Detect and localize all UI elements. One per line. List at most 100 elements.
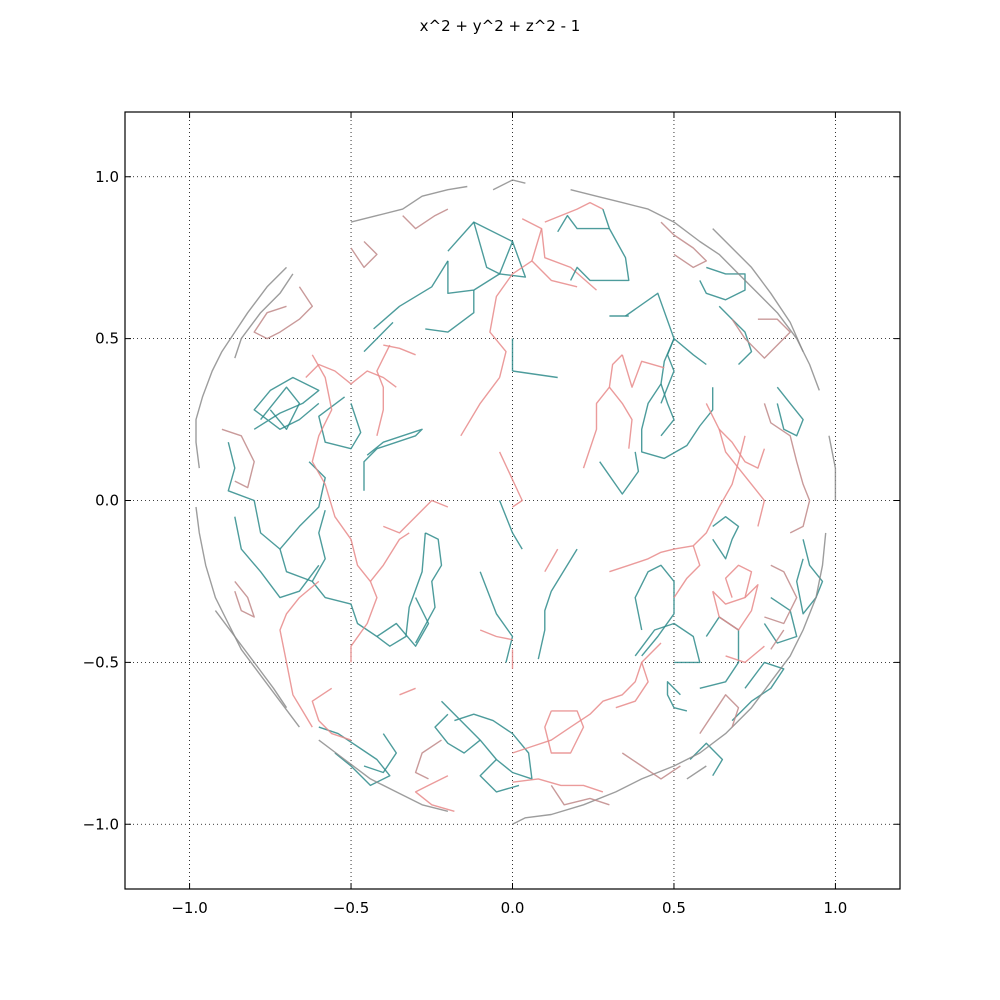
tick-layer: −1.0 −0.5 0.0 0.5 1.0 −1.0 −0.5 0.0 0.5 1.0 [83, 112, 900, 917]
mesh-segment-teal [625, 292, 707, 366]
mesh-segment-teal [363, 733, 397, 774]
mesh-segment-salmon [615, 662, 649, 709]
mesh-segment-salmon [414, 775, 455, 812]
x-tick-label: 0.5 [662, 899, 686, 917]
mesh-segment-gray [492, 179, 526, 191]
mesh-segment-rose [350, 241, 378, 269]
mesh-segment-rose [234, 580, 255, 618]
y-tick-label: 0.5 [95, 330, 119, 348]
mesh-segment-teal [414, 532, 443, 644]
mesh-segment-teal [666, 681, 688, 712]
mesh-segment-teal [363, 428, 423, 491]
chart-title: x^2 + y^2 + z^2 - 1 [419, 17, 581, 35]
mesh-segment-teal [537, 548, 578, 660]
mesh-segment-rose [253, 286, 313, 340]
mesh-segment-salmon [544, 548, 559, 573]
mesh-segment-salmon [383, 499, 449, 534]
mesh-segment-rose [402, 208, 449, 230]
mesh-segment-teal [634, 622, 701, 664]
mesh-segment-teal [718, 305, 753, 365]
mesh-segment-teal [512, 370, 558, 379]
mesh-segment-teal [634, 564, 675, 657]
mesh-segment-teal [318, 726, 391, 787]
mesh-segment-gray [234, 273, 294, 359]
mesh-segment-salmon [718, 428, 766, 469]
mesh-segment-salmon [383, 344, 416, 356]
mesh-segment-rose [414, 739, 442, 780]
mesh-segment-salmon [498, 451, 523, 508]
mesh-segment-salmon [311, 687, 352, 741]
mesh-segment-salmon [376, 344, 391, 436]
mesh-segment-teal [253, 376, 320, 430]
mesh-segment-teal [479, 759, 520, 793]
mesh-segment-rose [699, 694, 740, 734]
mesh-segment-salmon [725, 645, 765, 664]
mesh-segment-salmon [705, 403, 766, 527]
mesh-segment-salmon [724, 564, 753, 598]
mesh-segment-rose [731, 318, 791, 359]
mesh-segment-salmon [621, 354, 665, 388]
mesh-segment-teal [447, 221, 527, 294]
mesh-segment-teal [796, 539, 824, 615]
y-tick-label: −1.0 [83, 815, 119, 833]
mesh-segment-gray [214, 610, 288, 709]
mesh-segment-teal [776, 386, 804, 437]
mesh-segment-salmon [279, 580, 320, 728]
mesh-segment-gray [828, 435, 837, 501]
mesh-segment-teal [557, 214, 610, 233]
mesh-segment-gray [350, 185, 468, 223]
x-tick-label: 0.0 [501, 899, 525, 917]
mesh-segment-teal [260, 386, 301, 430]
mesh-segment-gray [512, 532, 827, 825]
mesh-segment-salmon [305, 363, 397, 388]
mesh-segment-teal [498, 500, 523, 550]
mesh-segment-teal [660, 338, 675, 404]
mesh-segment-teal [376, 597, 430, 647]
x-tick-label: 1.0 [823, 899, 847, 917]
mesh-segment-salmon [609, 435, 746, 573]
x-tick-label: −0.5 [333, 899, 369, 917]
mesh-segment-teal [712, 516, 740, 560]
mesh-segment-teal [434, 713, 481, 754]
mesh-segment-salmon [544, 710, 585, 754]
mesh-segment-gray [712, 228, 804, 352]
mesh-segment-teal [279, 510, 326, 583]
mesh-segment-rose [621, 752, 681, 780]
mesh-segment-salmon [531, 228, 578, 288]
mesh-segment-teal [731, 661, 785, 722]
mesh-segment-rose [221, 428, 255, 489]
mesh-segment-rose [763, 403, 811, 534]
mesh-segment-salmon [673, 545, 701, 598]
mesh-segment-teal [699, 266, 746, 301]
mesh-segment-teal [311, 532, 426, 647]
mesh-segment-teal [373, 260, 449, 330]
y-tick-label: −0.5 [83, 653, 119, 671]
mesh-segment-salmon [512, 778, 604, 793]
mesh-segment-salmon [324, 484, 378, 663]
mesh-segment-salmon [544, 201, 604, 223]
mesh-segment-teal [699, 616, 740, 689]
mesh-segment-salmon [712, 584, 759, 631]
mesh-segment-teal [227, 442, 326, 550]
mesh-segment-gray [570, 189, 820, 391]
mesh-segment-salmon [369, 532, 410, 582]
mesh-segment-salmon [399, 687, 416, 696]
mesh-segment-salmon [582, 354, 623, 469]
mesh-segment-gray [195, 266, 287, 469]
mesh-segment-salmon [512, 642, 662, 754]
mesh-segment-teal [763, 597, 798, 644]
mesh-segment-rose [660, 221, 707, 269]
mesh-segment-salmon [460, 377, 501, 437]
mesh-segment-rose [770, 629, 785, 650]
mesh-segment-salmon [311, 354, 333, 485]
mesh-layer [195, 179, 837, 825]
mesh-segment-gray [318, 739, 449, 812]
mesh-segment-gray [686, 765, 707, 780]
mesh-segment-salmon [489, 260, 533, 378]
mesh-segment-teal [660, 383, 675, 437]
mesh-segment-salmon [608, 386, 633, 449]
mesh-segment-teal [479, 571, 514, 663]
x-tick-label: −1.0 [171, 899, 207, 917]
y-tick-label: 1.0 [95, 168, 119, 186]
mesh-segment-teal [363, 321, 394, 353]
